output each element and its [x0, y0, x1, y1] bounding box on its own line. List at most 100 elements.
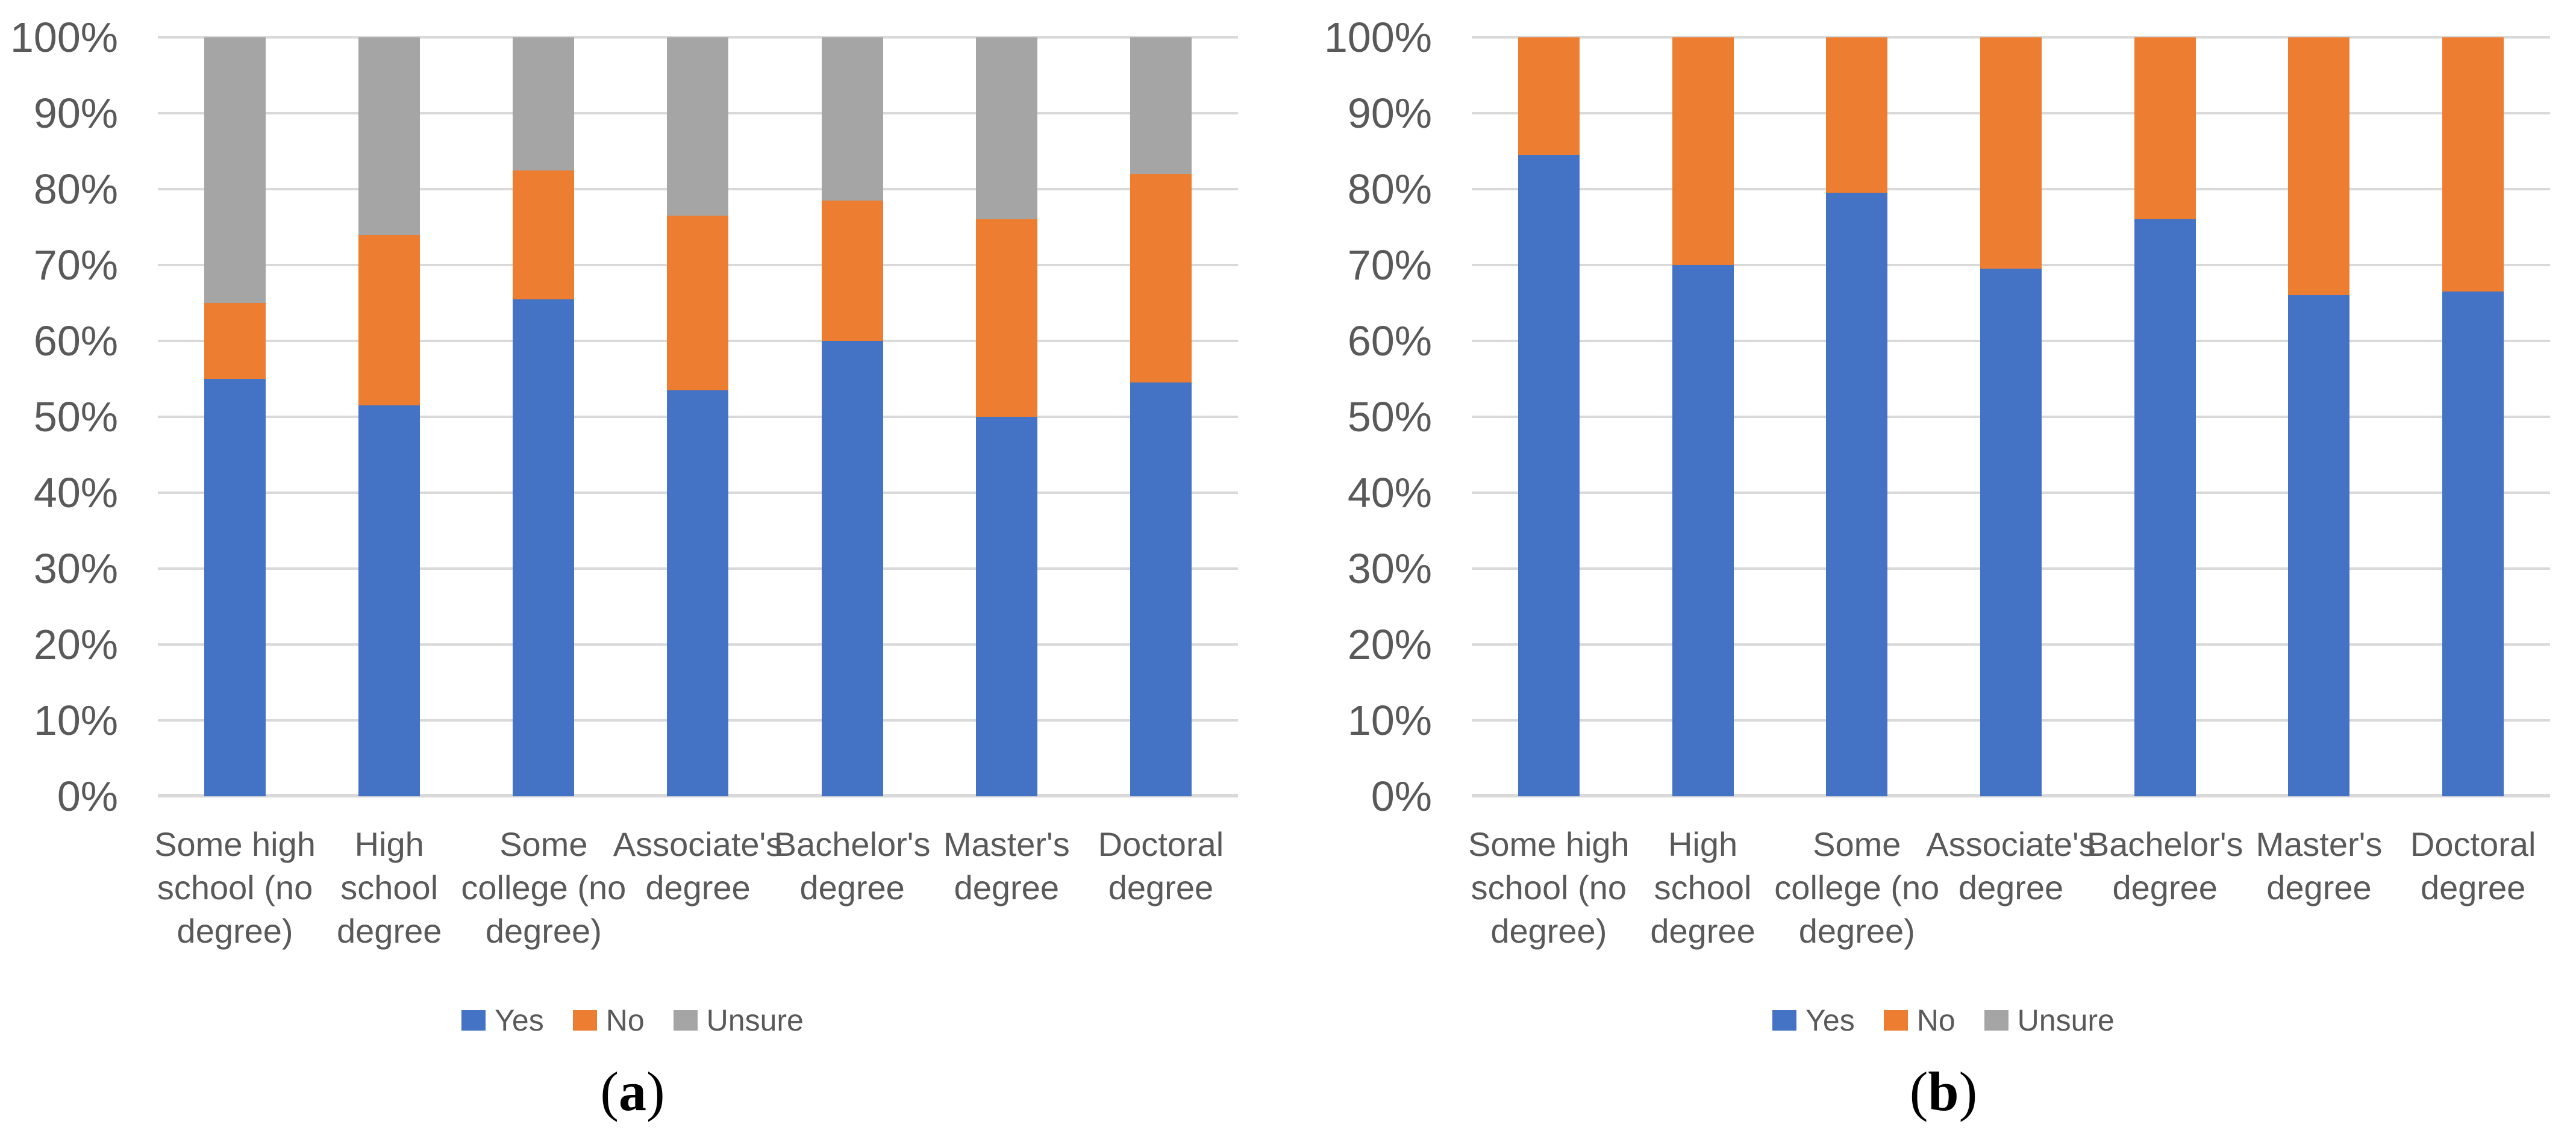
x-label-line: Doctoral	[1098, 825, 1224, 863]
legend-item-unsure: Unsure	[673, 1003, 804, 1037]
bar-segment-unsure-bachelor-s-degree	[821, 37, 883, 201]
y-tick-label-60: 60%	[1347, 317, 1432, 364]
legend-marker-no-icon	[572, 1010, 597, 1031]
x-label-line: school	[340, 869, 439, 907]
x-label-line: High	[354, 825, 424, 863]
bar-segment-no-bachelor-s-degree	[821, 200, 883, 341]
x-label-line: Bachelor's	[774, 825, 931, 863]
legend-label-no: No	[605, 1003, 645, 1037]
caption-letter: b	[1928, 1061, 1959, 1122]
legend-label-unsure: Unsure	[706, 1003, 804, 1037]
x-label-some-high-school-no-degree: Some high school (no degree)	[142, 823, 328, 953]
x-label-line: degree	[2112, 869, 2218, 907]
x-label-high-school-degree: High school degree	[296, 823, 483, 953]
bar-segment-no-associate-s-degree	[667, 216, 729, 390]
bar-segment-no-associate-s-degree	[1980, 37, 2042, 269]
x-label-master-s-degree: Master's degree	[913, 823, 1100, 910]
x-label-line: degree)	[177, 912, 293, 950]
bar-segment-no-some-high-school-no-degree	[204, 303, 266, 379]
y-tick-label-20: 20%	[33, 621, 118, 668]
chart-a-x-axis-labels: Some high school (no degree) High school degr…	[154, 823, 1238, 967]
bar-segment-yes-bachelor-s-degree	[2134, 219, 2196, 796]
x-label-line: degree	[645, 869, 751, 907]
x-label-some-high-school-no-degree: Some high school (no degree)	[1455, 823, 1642, 953]
y-tick-label-40: 40%	[1347, 469, 1432, 516]
legend-label-yes: Yes	[1805, 1003, 1855, 1037]
x-label-line: Some high	[154, 825, 316, 863]
y-tick-label-20: 20%	[1347, 621, 1432, 668]
legend-marker-yes-icon	[1772, 1010, 1797, 1031]
x-label-line: school (no	[157, 869, 313, 907]
x-label-associate-s-degree: Associate's degree	[605, 823, 792, 910]
gridline-100	[158, 36, 1238, 39]
bar-segment-unsure-some-college-no-degree	[513, 37, 575, 170]
y-tick-label-30: 30%	[1347, 545, 1432, 592]
caption-open-paren: (	[600, 1061, 619, 1122]
legend-label-unsure: Unsure	[2017, 1003, 2115, 1037]
caption-close-paren: )	[646, 1061, 665, 1122]
x-label-doctoral-degree: Doctoral degree	[2380, 823, 2566, 910]
legend-label-yes: Yes	[495, 1003, 544, 1037]
x-label-bachelor-s-degree: Bachelor's degree	[2072, 823, 2259, 910]
y-tick-label-0: 0%	[1371, 773, 1432, 820]
bar-segment-yes-high-school-degree	[358, 405, 420, 796]
bar-segment-unsure-some-high-school-no-degree	[204, 37, 266, 303]
x-label-line: degree	[2420, 869, 2526, 907]
y-tick-label-100: 100%	[1324, 14, 1432, 61]
caption-letter: a	[619, 1061, 646, 1122]
bar-some-high-school-no-degree	[1472, 37, 1626, 796]
chart-a-caption: (a)	[0, 1061, 1265, 1122]
x-label-line: High	[1668, 825, 1738, 863]
bar-segment-no-doctoral-degree	[1130, 173, 1192, 383]
x-label-line: degree)	[1490, 912, 1607, 950]
x-label-line: Associate's	[1926, 825, 2096, 863]
bar-segment-yes-doctoral-degree	[2442, 292, 2504, 796]
legend-marker-unsure-icon	[1984, 1010, 2009, 1031]
x-label-line: Associate's	[613, 825, 783, 863]
bar-bachelor-s-degree	[775, 37, 930, 796]
legend-item-no: No	[572, 1003, 645, 1037]
y-tick-label-50: 50%	[1347, 393, 1432, 440]
y-tick-label-10: 10%	[1347, 697, 1432, 744]
bar-some-college-no-degree	[466, 37, 621, 796]
y-tick-label-90: 90%	[33, 90, 118, 137]
y-tick-label-70: 70%	[33, 242, 118, 289]
x-label-line: degree	[337, 912, 442, 950]
x-label-line: school (no	[1471, 869, 1627, 907]
bar-bachelor-s-degree	[2088, 37, 2242, 796]
chart-b-x-axis-labels: Some high school (no degree) High school degr…	[1468, 823, 2550, 967]
y-tick-label-0: 0%	[57, 773, 118, 820]
bar-some-college-no-degree	[1780, 37, 1934, 796]
bar-high-school-degree	[1626, 37, 1780, 796]
legend-item-unsure: Unsure	[1984, 1005, 2115, 1035]
y-tick-label-100: 100%	[10, 14, 118, 61]
x-label-line: degree)	[485, 912, 602, 950]
bar-segment-yes-associate-s-degree	[667, 390, 729, 796]
y-tick-label-70: 70%	[1347, 242, 1432, 289]
x-label-line: Master's	[943, 825, 1070, 863]
x-label-line: Some high	[1468, 825, 1630, 863]
chart-a-panel: 100% 90% 80% 70% 60% 50% 40% 30% 20% 10% 0% Some h…	[0, 0, 1265, 1136]
x-label-line: Some	[1813, 825, 1901, 863]
bar-segment-yes-doctoral-degree	[1130, 382, 1192, 796]
bar-segment-yes-some-college-no-degree	[1826, 193, 1888, 796]
bar-high-school-degree	[312, 37, 466, 796]
legend-item-no: No	[1883, 1005, 1955, 1035]
bar-associate-s-degree	[621, 37, 775, 796]
bar-segment-yes-high-school-degree	[1672, 265, 1734, 796]
chart-b-panel: 100% 90% 80% 70% 60% 50% 40% 30% 20% 10% 0% Some h…	[1311, 0, 2576, 1136]
bar-segment-yes-master-s-degree	[975, 417, 1037, 796]
bar-segment-no-doctoral-degree	[2442, 37, 2504, 292]
y-tick-label-80: 80%	[1347, 166, 1432, 213]
bar-segment-unsure-associate-s-degree	[667, 37, 729, 216]
bar-segment-yes-some-college-no-degree	[513, 299, 575, 796]
y-tick-label-50: 50%	[33, 393, 118, 440]
chart-b-caption: (b)	[1311, 1061, 2576, 1122]
y-tick-label-60: 60%	[33, 317, 118, 364]
caption-open-paren: (	[1909, 1061, 1928, 1122]
bar-segment-no-high-school-degree	[358, 234, 420, 406]
y-tick-label-10: 10%	[33, 697, 118, 744]
x-label-line: degree	[1650, 912, 1755, 950]
x-label-line: Some	[499, 825, 588, 863]
